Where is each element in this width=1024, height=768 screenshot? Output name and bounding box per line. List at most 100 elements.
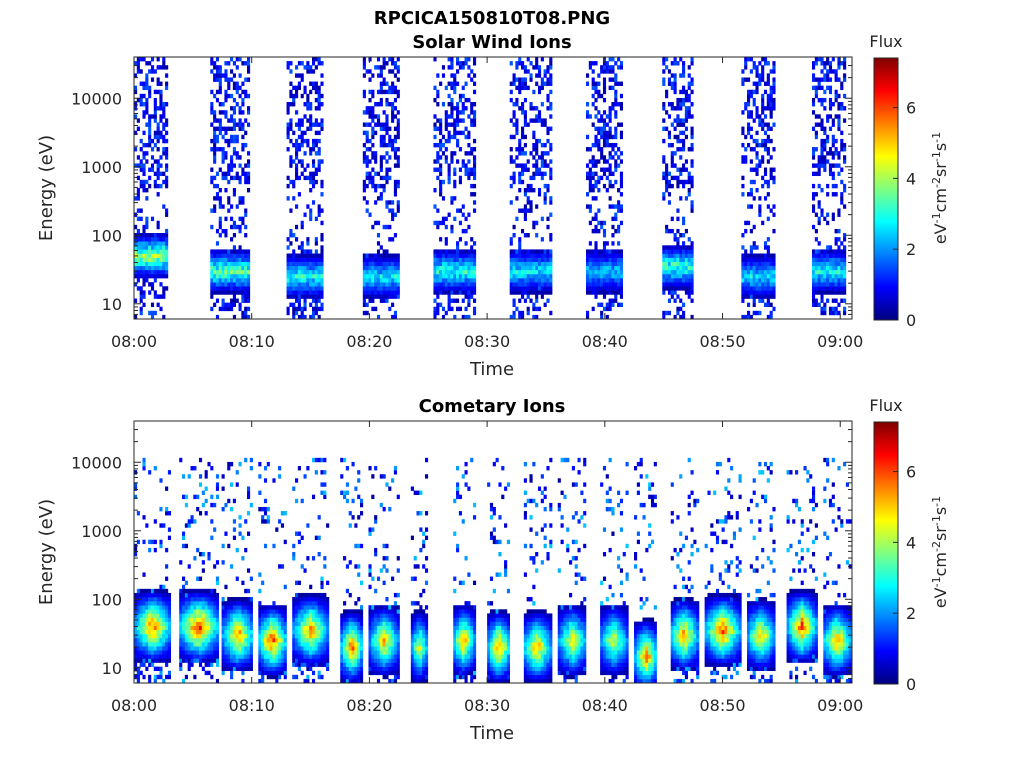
heatmap-cell [156,233,160,238]
heatmap-cell [314,142,318,148]
heatmap-cell [602,233,607,238]
heatmap-cell [439,278,443,283]
heatmap-cell [289,241,293,246]
heatmap-cell [371,155,375,160]
heatmap-cell [585,290,590,295]
heatmap-cell [817,122,821,127]
heatmap-cell [523,142,527,148]
heatmap-cell [535,114,539,119]
heatmap-cell [235,547,239,553]
heatmap-cell [382,81,386,86]
heatmap-cell [213,175,217,181]
heatmap-cell [311,265,316,271]
heatmap-cell [232,220,236,226]
heatmap-cell [752,147,756,152]
heatmap-cell [763,282,768,287]
heatmap-cell [521,253,525,258]
heatmap-cell [594,106,598,111]
heatmap-cell [600,134,604,140]
heatmap-cell [162,269,166,275]
heatmap-cell [690,126,694,131]
heatmap-cell [532,302,536,308]
heatmap-cell [207,662,211,667]
heatmap-cell [374,273,378,279]
heatmap-cell [436,159,440,164]
heatmap-cell [230,674,234,680]
heatmap-cell [261,670,265,676]
heatmap-cell [837,163,841,168]
heatmap-cell [464,253,468,258]
heatmap-cell [145,621,149,626]
heatmap-cell [379,126,383,131]
heatmap-cell [766,265,770,271]
heatmap-cell [374,65,378,70]
heatmap-cell [261,621,265,626]
heatmap-cell [741,261,745,267]
heatmap-cell [840,269,844,275]
heatmap-cell [230,564,234,569]
heatmap-cell [187,658,191,663]
heatmap-cell [535,171,539,177]
heatmap-cell [139,97,143,103]
heatmap-cell [368,69,372,74]
heatmap-cell [679,298,683,303]
heatmap-cell [670,261,674,267]
heatmap-cell [396,282,400,287]
heatmap-cell [667,310,672,316]
heatmap-cell [588,282,592,287]
heatmap-cell [368,89,372,95]
heatmap-cell [523,192,527,197]
heatmap-cell [320,302,324,308]
heatmap-cell [755,155,759,160]
heatmap-cell [365,257,369,262]
heatmap-cell [673,118,677,123]
heatmap-cell [761,155,765,160]
heatmap-cell [159,102,163,107]
heatmap-cell [374,151,378,156]
heatmap-cell [215,171,220,177]
heatmap-cell [244,233,248,238]
heatmap-cell [215,592,220,598]
heatmap-cell [249,625,253,631]
heatmap-cell [286,257,290,262]
heatmap-cell [814,257,818,262]
heatmap-cell [210,654,214,659]
heatmap-cell [241,200,245,205]
heatmap-cell [374,114,378,119]
heatmap-cell [470,253,474,258]
heatmap-cell [682,61,686,66]
heatmap-cell [537,265,542,271]
heatmap-cell [684,228,688,234]
heatmap-cell [311,314,316,320]
heatmap-cell [167,613,172,618]
heatmap-cell [190,621,194,626]
heatmap-cell [289,155,293,160]
heatmap-cell [213,147,217,152]
heatmap-cell [382,134,386,140]
heatmap-cell [213,629,217,635]
heatmap-cell [436,261,440,267]
heatmap-cell [382,273,386,279]
heatmap-cell [145,196,149,201]
heatmap-cell [382,188,386,193]
heatmap-cell [241,625,245,631]
heatmap-cell [467,278,471,283]
heatmap-cell [747,286,751,291]
heatmap-cell [224,265,228,271]
heatmap-cell [196,625,200,631]
heatmap-cell [772,65,776,70]
heatmap-cell [602,273,607,279]
heatmap-cell [142,637,146,643]
heatmap-cell [311,282,316,287]
heatmap-cell [136,605,140,610]
heatmap-cell [365,269,369,275]
heatmap-cell [148,138,152,144]
heatmap-cell [142,461,146,467]
heatmap-cell [218,265,222,271]
heatmap-cell [543,183,547,189]
heatmap-cell [213,208,217,213]
heatmap-cell [682,118,686,123]
heatmap-cell [227,196,231,201]
heatmap-cell [763,138,768,144]
heatmap-cell [365,122,369,127]
